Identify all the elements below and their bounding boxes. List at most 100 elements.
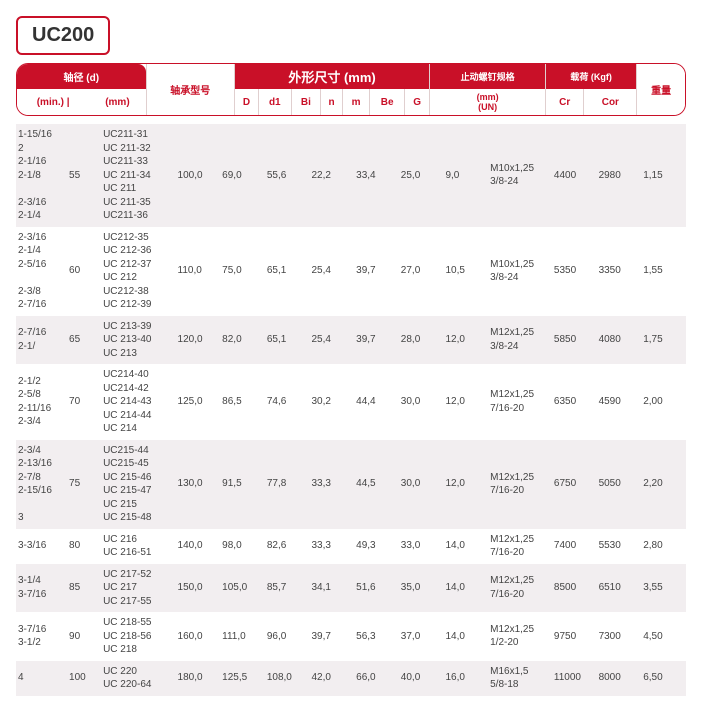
cell-n: 25,4 bbox=[309, 227, 354, 316]
cell-m: 39,7 bbox=[354, 316, 399, 365]
cell-bolt: M12x1,25 1/2-20 bbox=[488, 612, 552, 661]
cell-G: 9,0 bbox=[443, 124, 488, 227]
cell-Cr: 5850 bbox=[552, 316, 597, 365]
hdr-mm: (mm) bbox=[89, 89, 146, 115]
table-row: 1-15/16 2 2-1/16 2-1/8 2-3/16 2-1/455UC2… bbox=[16, 124, 686, 227]
cell-min: 2-3/4 2-13/16 2-7/8 2-15/16 3 bbox=[16, 440, 67, 529]
hdr-dims-group: 外形尺寸 (mm) bbox=[234, 64, 429, 89]
cell-G: 12,0 bbox=[443, 364, 488, 440]
cell-model: UC 216 UC 216-51 bbox=[101, 529, 175, 564]
cell-d1: 75,0 bbox=[220, 227, 265, 316]
cell-mm: 65 bbox=[67, 316, 101, 365]
cell-d1: 91,5 bbox=[220, 440, 265, 529]
cell-D: 110,0 bbox=[176, 227, 221, 316]
hdr-pipe: | bbox=[67, 97, 70, 108]
table-row: 2-3/4 2-13/16 2-7/8 2-15/16 375UC215-44 … bbox=[16, 440, 686, 529]
cell-model: UC 218-55 UC 218-56 UC 218 bbox=[101, 612, 175, 661]
cell-wt: 6,50 bbox=[641, 661, 686, 696]
cell-m: 49,3 bbox=[354, 529, 399, 564]
cell-Be: 37,0 bbox=[399, 612, 444, 661]
cell-Cr: 9750 bbox=[552, 612, 597, 661]
cell-mm: 60 bbox=[67, 227, 101, 316]
cell-n: 33,3 bbox=[309, 440, 354, 529]
cell-wt: 2,80 bbox=[641, 529, 686, 564]
cell-n: 33,3 bbox=[309, 529, 354, 564]
cell-d1: 82,0 bbox=[220, 316, 265, 365]
cell-model: UC 213-39 UC 213-40 UC 213 bbox=[101, 316, 175, 365]
cell-Cr: 6750 bbox=[552, 440, 597, 529]
hdr-n: n bbox=[321, 89, 343, 115]
cell-bolt: M12x1,25 3/8-24 bbox=[488, 316, 552, 365]
hdr-bolt-sub: (mm) (UN) bbox=[430, 89, 546, 115]
cell-mm: 55 bbox=[67, 124, 101, 227]
cell-min: 3-3/16 bbox=[16, 529, 67, 564]
cell-Cor: 5530 bbox=[597, 529, 642, 564]
cell-D: 125,0 bbox=[176, 364, 221, 440]
cell-Be: 25,0 bbox=[399, 124, 444, 227]
cell-min: 3-1/4 3-7/16 bbox=[16, 564, 67, 613]
cell-min: 2-7/16 2-1/ bbox=[16, 316, 67, 365]
cell-Cr: 5350 bbox=[552, 227, 597, 316]
cell-Cor: 6510 bbox=[597, 564, 642, 613]
cell-Bi: 96,0 bbox=[265, 612, 310, 661]
cell-m: 44,5 bbox=[354, 440, 399, 529]
cell-n: 34,1 bbox=[309, 564, 354, 613]
hdr-load-group: 载荷 (Kgf) bbox=[546, 64, 637, 89]
cell-m: 56,3 bbox=[354, 612, 399, 661]
cell-wt: 1,75 bbox=[641, 316, 686, 365]
cell-min: 4 bbox=[16, 661, 67, 696]
cell-mm: 80 bbox=[67, 529, 101, 564]
cell-bolt: M16x1,5 5/8-18 bbox=[488, 661, 552, 696]
cell-Cor: 7300 bbox=[597, 612, 642, 661]
series-title: UC200 bbox=[16, 16, 110, 55]
cell-m: 44,4 bbox=[354, 364, 399, 440]
cell-Be: 30,0 bbox=[399, 440, 444, 529]
cell-model: UC 220 UC 220-64 bbox=[101, 661, 175, 696]
hdr-weight: 重量 bbox=[637, 64, 685, 115]
cell-mm: 90 bbox=[67, 612, 101, 661]
cell-wt: 1,15 bbox=[641, 124, 686, 227]
cell-d1: 111,0 bbox=[220, 612, 265, 661]
cell-G: 14,0 bbox=[443, 612, 488, 661]
cell-model: UC 217-52 UC 217 UC 217-55 bbox=[101, 564, 175, 613]
cell-Be: 33,0 bbox=[399, 529, 444, 564]
hdr-G: G bbox=[405, 89, 430, 115]
cell-bolt: M12x1,25 7/16-20 bbox=[488, 564, 552, 613]
cell-mm: 75 bbox=[67, 440, 101, 529]
cell-G: 10,5 bbox=[443, 227, 488, 316]
table-row: 2-7/16 2-1/65UC 213-39 UC 213-40 UC 213 1… bbox=[16, 316, 686, 365]
table-row: 3-1/4 3-7/1685UC 217-52 UC 217 UC 217-55… bbox=[16, 564, 686, 613]
hdr-D: D bbox=[234, 89, 258, 115]
cell-bolt: M10x1,25 3/8-24 bbox=[488, 124, 552, 227]
data-table: 1-15/16 2 2-1/16 2-1/8 2-3/16 2-1/455UC2… bbox=[16, 124, 686, 696]
cell-bolt: M10x1,25 3/8-24 bbox=[488, 227, 552, 316]
cell-Be: 28,0 bbox=[399, 316, 444, 365]
cell-Bi: 77,8 bbox=[265, 440, 310, 529]
hdr-Be: Be bbox=[370, 89, 405, 115]
cell-G: 14,0 bbox=[443, 529, 488, 564]
cell-D: 150,0 bbox=[176, 564, 221, 613]
hdr-shaft-group: 轴径 (d) bbox=[17, 64, 146, 89]
cell-Bi: 108,0 bbox=[265, 661, 310, 696]
table-row: 4100UC 220 UC 220-64180,0125,5108,042,06… bbox=[16, 661, 686, 696]
cell-m: 33,4 bbox=[354, 124, 399, 227]
table-row: 2-3/16 2-1/4 2-5/16 2-3/8 2-7/1660UC212-… bbox=[16, 227, 686, 316]
cell-D: 180,0 bbox=[176, 661, 221, 696]
cell-Cr: 4400 bbox=[552, 124, 597, 227]
hdr-min-label: (min.) bbox=[37, 97, 64, 108]
cell-Cor: 8000 bbox=[597, 661, 642, 696]
hdr-Cr: Cr bbox=[546, 89, 584, 115]
header-table: 轴径 (d) 轴承型号 外形尺寸 (mm) 止动螺钉规格 载荷 (Kgf) 重量… bbox=[17, 64, 685, 115]
cell-Be: 40,0 bbox=[399, 661, 444, 696]
cell-D: 160,0 bbox=[176, 612, 221, 661]
hdr-bolt-group: 止动螺钉规格 bbox=[430, 64, 546, 89]
cell-min: 2-1/2 2-5/8 2-11/16 2-3/4 bbox=[16, 364, 67, 440]
cell-Cr: 8500 bbox=[552, 564, 597, 613]
cell-n: 39,7 bbox=[309, 612, 354, 661]
cell-wt: 2,20 bbox=[641, 440, 686, 529]
table-row: 2-1/2 2-5/8 2-11/16 2-3/470UC214-40 UC21… bbox=[16, 364, 686, 440]
hdr-m: m bbox=[342, 89, 369, 115]
cell-Be: 27,0 bbox=[399, 227, 444, 316]
cell-Bi: 65,1 bbox=[265, 227, 310, 316]
hdr-d1: d1 bbox=[258, 89, 291, 115]
